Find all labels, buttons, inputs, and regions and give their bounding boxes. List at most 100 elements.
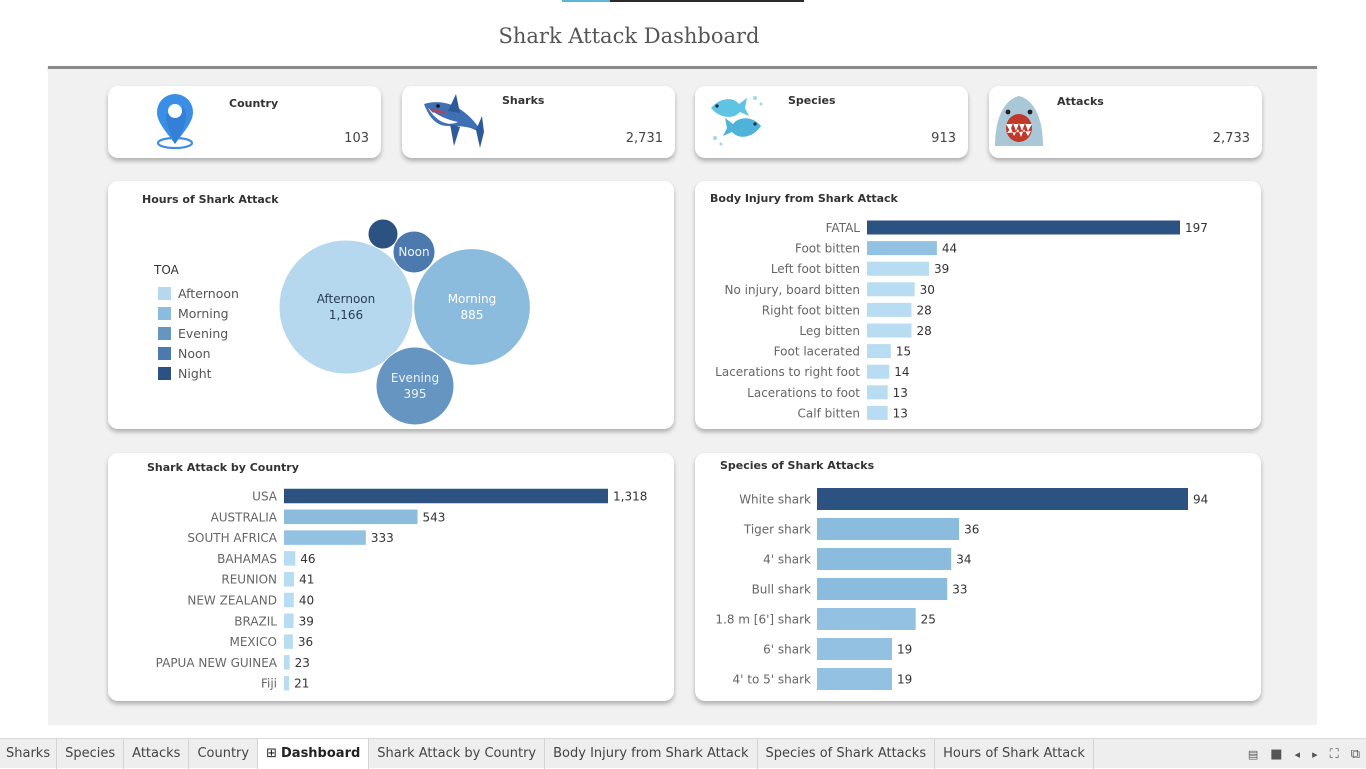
bubble-label: 1,166 — [329, 308, 363, 322]
bar[interactable] — [867, 344, 891, 359]
bubble-label: 885 — [461, 308, 484, 322]
kpi-card-attacks[interactable]: Attacks 2,733 — [989, 86, 1262, 158]
tab-attacks[interactable]: Attacks — [124, 739, 190, 769]
chart-title: Shark Attack by Country — [147, 461, 299, 474]
tab-country[interactable]: Country — [189, 739, 259, 769]
value-label: 36 — [298, 635, 313, 649]
value-label: 19 — [897, 673, 912, 687]
chart-title: Body Injury from Shark Attack — [710, 192, 898, 205]
value-label: 39 — [934, 262, 949, 276]
bubble[interactable] — [367, 218, 399, 250]
category-label: Leg bitten — [799, 324, 860, 338]
legend-item[interactable]: Afternoon — [158, 283, 239, 303]
bar[interactable] — [284, 571, 295, 587]
bar[interactable] — [867, 364, 890, 379]
tile-view-icon[interactable]: ▤ — [1247, 747, 1259, 761]
bar[interactable] — [817, 578, 948, 600]
value-label: 197 — [1185, 221, 1208, 235]
legend-label: Afternoon — [178, 285, 239, 301]
kpi-value: 913 — [931, 131, 956, 146]
tab-dashboard[interactable]: ⊞ Dashboard — [258, 739, 370, 769]
kpi-card-country[interactable]: Country 103 — [108, 86, 381, 158]
category-label: NEW ZEALAND — [187, 594, 277, 608]
bar[interactable] — [284, 634, 293, 649]
value-label: 40 — [299, 594, 314, 608]
legend-item[interactable]: Noon — [158, 343, 239, 363]
bubble-label: Afternoon — [317, 292, 376, 306]
bubble[interactable] — [375, 346, 455, 426]
legend-item[interactable]: Morning — [158, 303, 239, 323]
bar[interactable] — [284, 592, 294, 608]
prev-icon[interactable]: ◂ — [1294, 747, 1301, 761]
value-label: 23 — [295, 656, 310, 670]
stop-icon[interactable]: ■ — [1270, 746, 1283, 762]
top-progress-accent — [562, 0, 610, 2]
fit-icon[interactable]: ⛶ — [1329, 746, 1339, 762]
bar[interactable] — [867, 385, 888, 400]
tab-sharks[interactable]: Sharks — [0, 739, 58, 769]
bar[interactable] — [867, 405, 888, 420]
bubble-chart: Afternoon 1,166 Morning 885 Evening 395 Noon — [278, 218, 531, 426]
bar[interactable] — [284, 488, 608, 504]
value-label: 94 — [1193, 493, 1208, 507]
bar[interactable] — [817, 518, 960, 540]
value-label: 30 — [920, 283, 935, 297]
category-label: 4' to 5' shark — [733, 673, 812, 687]
bubble[interactable] — [392, 230, 436, 274]
value-label: 543 — [422, 510, 445, 524]
tab-species-of-shark-attacks[interactable]: Species of Shark Attacks — [758, 739, 936, 769]
legend-label: Evening — [178, 325, 229, 341]
tab-body-injury[interactable]: Body Injury from Shark Attack — [545, 739, 758, 769]
sheet-tab-bar: Sharks Species Attacks Country ⊞ Dashboar… — [0, 738, 1366, 769]
bar[interactable] — [867, 220, 1180, 235]
shark-jaws-icon — [995, 96, 1043, 146]
bar[interactable] — [284, 509, 418, 525]
category-label: Tiger shark — [743, 523, 811, 537]
bar[interactable] — [867, 261, 929, 276]
bubble-label: 395 — [404, 387, 427, 401]
bubble[interactable] — [413, 248, 531, 366]
bar[interactable] — [817, 638, 892, 660]
injury-chart-card: Body Injury from Shark Attack FATAL 197 Fo… — [695, 181, 1261, 429]
kpi-card-species[interactable]: Species 913 — [695, 86, 968, 158]
bubble-label: Morning — [448, 292, 497, 306]
bar[interactable] — [284, 675, 290, 691]
bar[interactable] — [284, 530, 366, 545]
top-progress-line — [562, 0, 804, 2]
bar[interactable] — [284, 655, 290, 670]
category-label: MEXICO — [229, 635, 277, 649]
bar[interactable] — [867, 282, 915, 297]
chart-title: Hours of Shark Attack — [142, 193, 279, 206]
category-label: Lacerations to right foot — [715, 365, 860, 379]
tab-shark-attack-by-country[interactable]: Shark Attack by Country — [369, 739, 546, 769]
bar[interactable] — [817, 488, 1188, 510]
category-label: SOUTH AFRICA — [187, 531, 277, 545]
toa-legend: Afternoon Morning Evening Noon Night — [158, 283, 239, 383]
bubble[interactable] — [278, 239, 414, 375]
bar[interactable] — [284, 551, 296, 566]
kpi-value: 2,733 — [1212, 131, 1250, 146]
value-label: 13 — [893, 406, 908, 420]
injury-bar-chart: FATAL 197 Foot bitten 44 Left foot bitten 39 N… — [715, 220, 1208, 420]
category-label: Bull shark — [752, 583, 811, 597]
category-label: Foot bitten — [795, 242, 860, 256]
legend-swatch — [158, 346, 171, 360]
category-label: Lacerations to foot — [747, 386, 860, 400]
next-icon[interactable]: ▸ — [1312, 747, 1318, 761]
present-icon[interactable]: ⧉ — [1350, 746, 1360, 762]
bar[interactable] — [817, 548, 952, 570]
bar[interactable] — [867, 241, 937, 256]
legend-item[interactable]: Evening — [158, 323, 239, 343]
bar[interactable] — [817, 668, 892, 690]
legend-item[interactable]: Night — [158, 363, 239, 383]
tab-species[interactable]: Species — [57, 739, 125, 769]
tab-hours-of-shark-attack[interactable]: Hours of Shark Attack — [935, 739, 1094, 769]
bar[interactable] — [867, 323, 912, 338]
legend-label: Morning — [178, 305, 229, 321]
kpi-value: 2,731 — [625, 131, 663, 146]
kpi-card-sharks[interactable]: Sharks 2,731 — [402, 86, 675, 158]
bar[interactable] — [284, 613, 294, 629]
bar[interactable] — [867, 302, 912, 317]
bar[interactable] — [817, 608, 916, 630]
category-label: 1.8 m [6'] shark — [715, 613, 811, 627]
